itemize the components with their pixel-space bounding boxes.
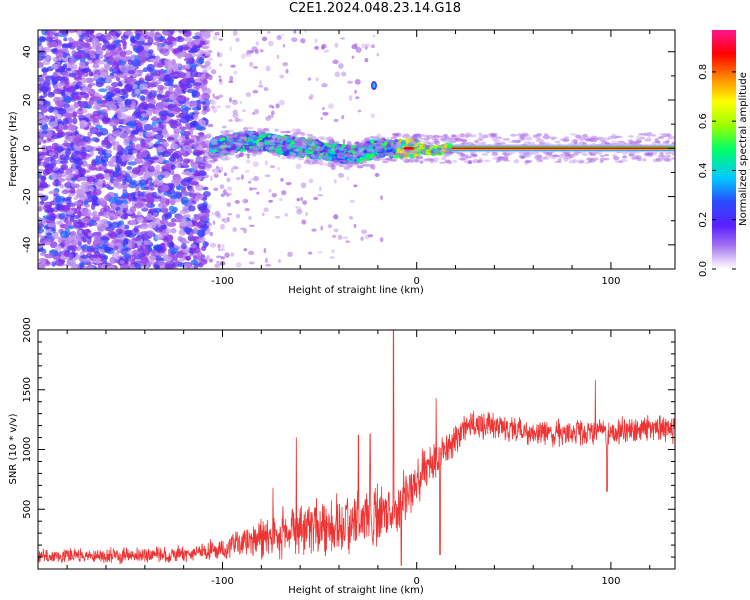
x-tick-label: 0 [414, 576, 420, 587]
page-title: C2E1.2024.048.23.14.G18 [288, 1, 462, 16]
x-tick-label: -100 [211, 276, 234, 287]
y-tick-label: 500 [22, 500, 33, 519]
x-tick-label: 100 [601, 576, 620, 587]
spectrogram-xlabel: Height of straight line (km) [288, 285, 424, 296]
snr-xlabel: Height of straight line (km) [288, 585, 424, 596]
colorbar: 0.0 0.2 0.4 0.6 0.8 Normalized spectral ampl… [698, 30, 749, 277]
spectrogram-frame [37, 29, 676, 270]
spectrogram-cells [38, 30, 675, 269]
x-tick-label: 100 [601, 276, 620, 287]
colorbar-tick-label: 0.4 [698, 162, 709, 178]
colorbar-ticks: 0.0 0.2 0.4 0.6 0.8 [698, 64, 736, 277]
y-tick-label: 20 [22, 94, 33, 107]
snr-series-line [38, 330, 675, 566]
y-tick-label: 2000 [22, 317, 33, 342]
y-tick-label: 0 [22, 145, 33, 151]
x-tick-label: -100 [211, 576, 234, 587]
y-tick-label: 1500 [22, 377, 33, 402]
spectrogram-panel: -100 0 100 -40 -20 0 20 40 Height of straight l… [8, 29, 676, 296]
colorbar-tick-label: 0.6 [698, 113, 709, 129]
spectrogram-ticks: -100 0 100 -40 -20 0 20 40 [22, 30, 675, 287]
snr-ylabel: SNR (10 * v/v) [8, 413, 19, 484]
snr-panel: -100 0 100 500 1000 1500 2000 Height of straig… [8, 317, 676, 596]
y-tick-label: 40 [22, 45, 33, 58]
y-tick-label: -20 [22, 188, 33, 204]
snr-ticks: -100 0 100 500 1000 1500 2000 [22, 317, 675, 587]
colorbar-tick-label: 0.8 [698, 64, 709, 80]
colorbar-tick-label: 0.2 [698, 212, 709, 228]
colorbar-tick-label: 0.0 [698, 261, 709, 277]
y-tick-label: -40 [22, 237, 33, 253]
spectrogram-ylabel: Frequency (Hz) [8, 111, 19, 187]
x-tick-label: 0 [414, 276, 420, 287]
y-tick-label: 1000 [22, 437, 33, 462]
colorbar-gradient [712, 30, 736, 269]
colorbar-label: Normalized spectral amplitude [738, 72, 749, 226]
